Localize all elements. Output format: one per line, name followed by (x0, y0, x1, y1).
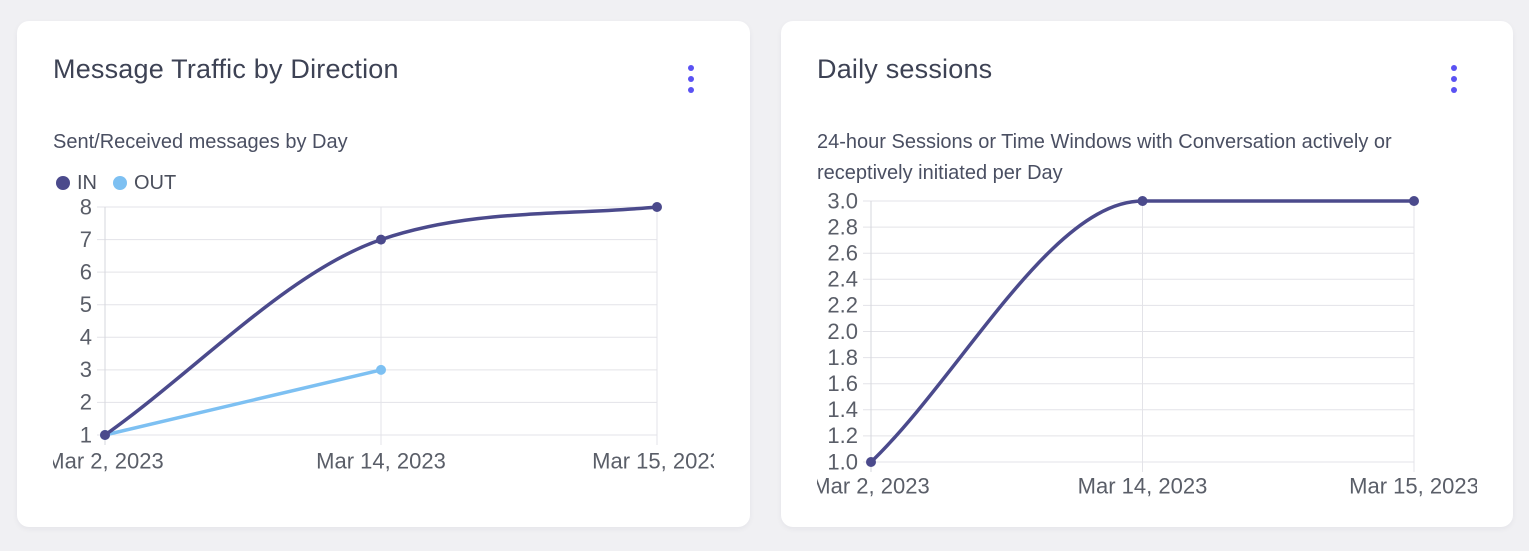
kebab-dot (688, 87, 694, 93)
kebab-dot (1451, 87, 1457, 93)
card-title: Message Traffic by Direction (53, 54, 399, 84)
y-tick-label: 8 (80, 199, 92, 219)
card-subtitle: 24-hour Sessions or Time Windows with Co… (817, 131, 1392, 184)
legend-label: IN (77, 171, 97, 194)
card-message-traffic: Message Traffic by Direction Sent/Receiv… (17, 21, 750, 527)
kebab-dot (1451, 76, 1457, 82)
y-tick-label: 6 (80, 259, 92, 284)
chart-grid (863, 200, 1415, 472)
data-point-marker (1137, 196, 1148, 206)
card-subtitle: Sent/Received messages by Day (53, 131, 348, 153)
y-tick-label: 1.8 (827, 345, 858, 370)
kebab-menu-icon[interactable] (682, 59, 700, 99)
legend-item-in[interactable]: IN (56, 172, 97, 195)
message-traffic-line-chart: 1 2 3 4 5 6 7 8 Mar 2, 2023 Mar 14, 2023 Mar 15, 2… (53, 199, 714, 473)
series-line (866, 196, 1419, 467)
daily-sessions-line-chart: 1.01.21.41.61.82.02.22.42.62.83.0 Mar 2, … (817, 193, 1477, 498)
y-tick-label: 2.4 (827, 267, 858, 292)
legend-item-out[interactable]: OUT (113, 172, 176, 195)
data-point-marker (100, 430, 110, 440)
y-tick-label: 3 (80, 357, 92, 382)
chart-legend: IN OUT (56, 171, 714, 195)
card-daily-sessions: Daily sessions 24-hour Sessions or Time … (781, 21, 1513, 527)
y-tick-label: 1.6 (827, 371, 858, 396)
kebab-dot (688, 65, 694, 71)
axis-tick-labels: 1 2 3 4 5 6 7 8 Mar 2, 2023 Mar 14, 2023 Mar 15, 2… (53, 199, 714, 473)
data-point-marker (866, 457, 876, 467)
y-tick-label: 5 (80, 292, 92, 317)
series-line (103, 368, 383, 437)
axis-tick-labels: 1.01.21.41.61.82.02.22.42.62.83.0 Mar 2, … (817, 193, 1477, 498)
legend-dot-icon (56, 176, 70, 190)
y-tick-label: 4 (80, 325, 92, 350)
legend-dot-icon (113, 176, 127, 190)
y-tick-label: 2.2 (827, 293, 858, 318)
series-line (869, 199, 1416, 464)
kebab-dot (1451, 65, 1457, 71)
data-point-marker (376, 234, 386, 245)
card-header: Message Traffic by Direction (53, 54, 714, 99)
x-tick-label: Mar 2, 2023 (817, 473, 930, 498)
card-title: Daily sessions (817, 54, 993, 84)
x-tick-label: Mar 15, 2023 (1349, 473, 1477, 498)
y-tick-label: 2 (80, 390, 92, 415)
x-tick-label: Mar 14, 2023 (1078, 473, 1208, 498)
data-point-marker (376, 364, 386, 375)
y-tick-label: 7 (80, 227, 92, 252)
y-tick-label: 1.4 (827, 397, 858, 422)
kebab-dot (688, 76, 694, 82)
data-point-marker (652, 202, 662, 212)
y-tick-label: 1 (80, 422, 92, 447)
y-tick-label: 2.8 (827, 214, 858, 239)
y-tick-label: 1.2 (827, 423, 858, 448)
x-tick-label: Mar 14, 2023 (316, 448, 446, 473)
y-tick-label: 1.0 (827, 449, 858, 474)
legend-label: OUT (134, 171, 177, 194)
kebab-menu-icon[interactable] (1445, 59, 1463, 99)
y-tick-label: 3.0 (827, 193, 858, 213)
x-tick-label: Mar 15, 2023 (592, 448, 714, 473)
x-tick-label: Mar 2, 2023 (53, 448, 164, 473)
y-tick-label: 2.6 (827, 240, 858, 265)
data-point-marker (1409, 196, 1419, 206)
card-header: Daily sessions (817, 54, 1477, 99)
series-in (100, 202, 662, 440)
y-tick-label: 2.0 (827, 319, 858, 344)
